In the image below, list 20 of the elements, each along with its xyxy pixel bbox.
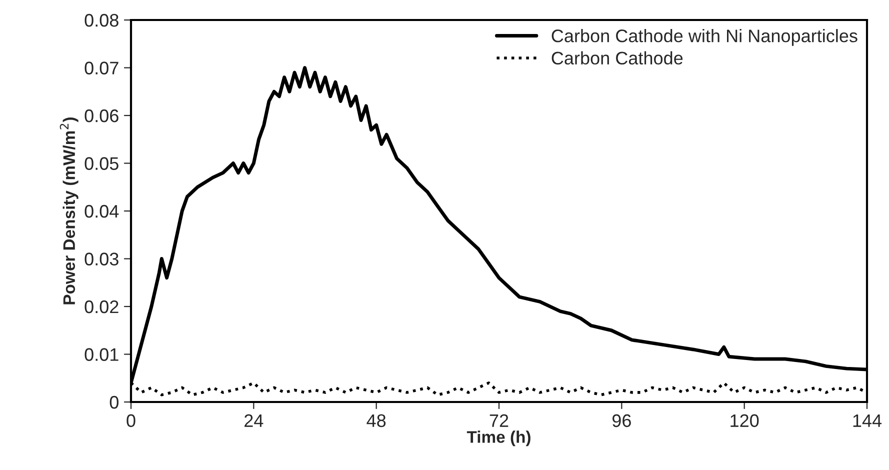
x-axis-title: Time (h) bbox=[466, 430, 530, 446]
y-tick-label: 0.07 bbox=[84, 62, 118, 74]
x-tick-label: 144 bbox=[853, 414, 882, 427]
x-tick-label: 0 bbox=[126, 414, 136, 428]
x-tick-label: 48 bbox=[366, 414, 386, 428]
y-axis-title: Power Density (mW/m$^{2}$) bbox=[60, 118, 78, 304]
x-tick-label: 72 bbox=[490, 414, 508, 427]
x-tick-label: 120 bbox=[730, 414, 759, 428]
y-tick-label: 0.08 bbox=[84, 14, 118, 27]
legend-label: Carbon Cathode with Ni Nanoparticles bbox=[552, 29, 858, 46]
x-tick-label: 96 bbox=[612, 414, 631, 428]
legend-label: Carbon Cathode bbox=[552, 51, 683, 65]
y-tick-label: 0.04 bbox=[84, 204, 119, 218]
y-tick-label: 0.03 bbox=[84, 252, 118, 266]
y-tick-label: 0 bbox=[110, 396, 118, 409]
y-tick-label: 0.06 bbox=[84, 109, 118, 122]
y-tick-label: 0.05 bbox=[84, 157, 118, 170]
x-tick-label: 24 bbox=[244, 414, 264, 427]
y-tick-label: 0.01 bbox=[84, 348, 118, 361]
y-tick-label: 0.02 bbox=[84, 300, 118, 314]
